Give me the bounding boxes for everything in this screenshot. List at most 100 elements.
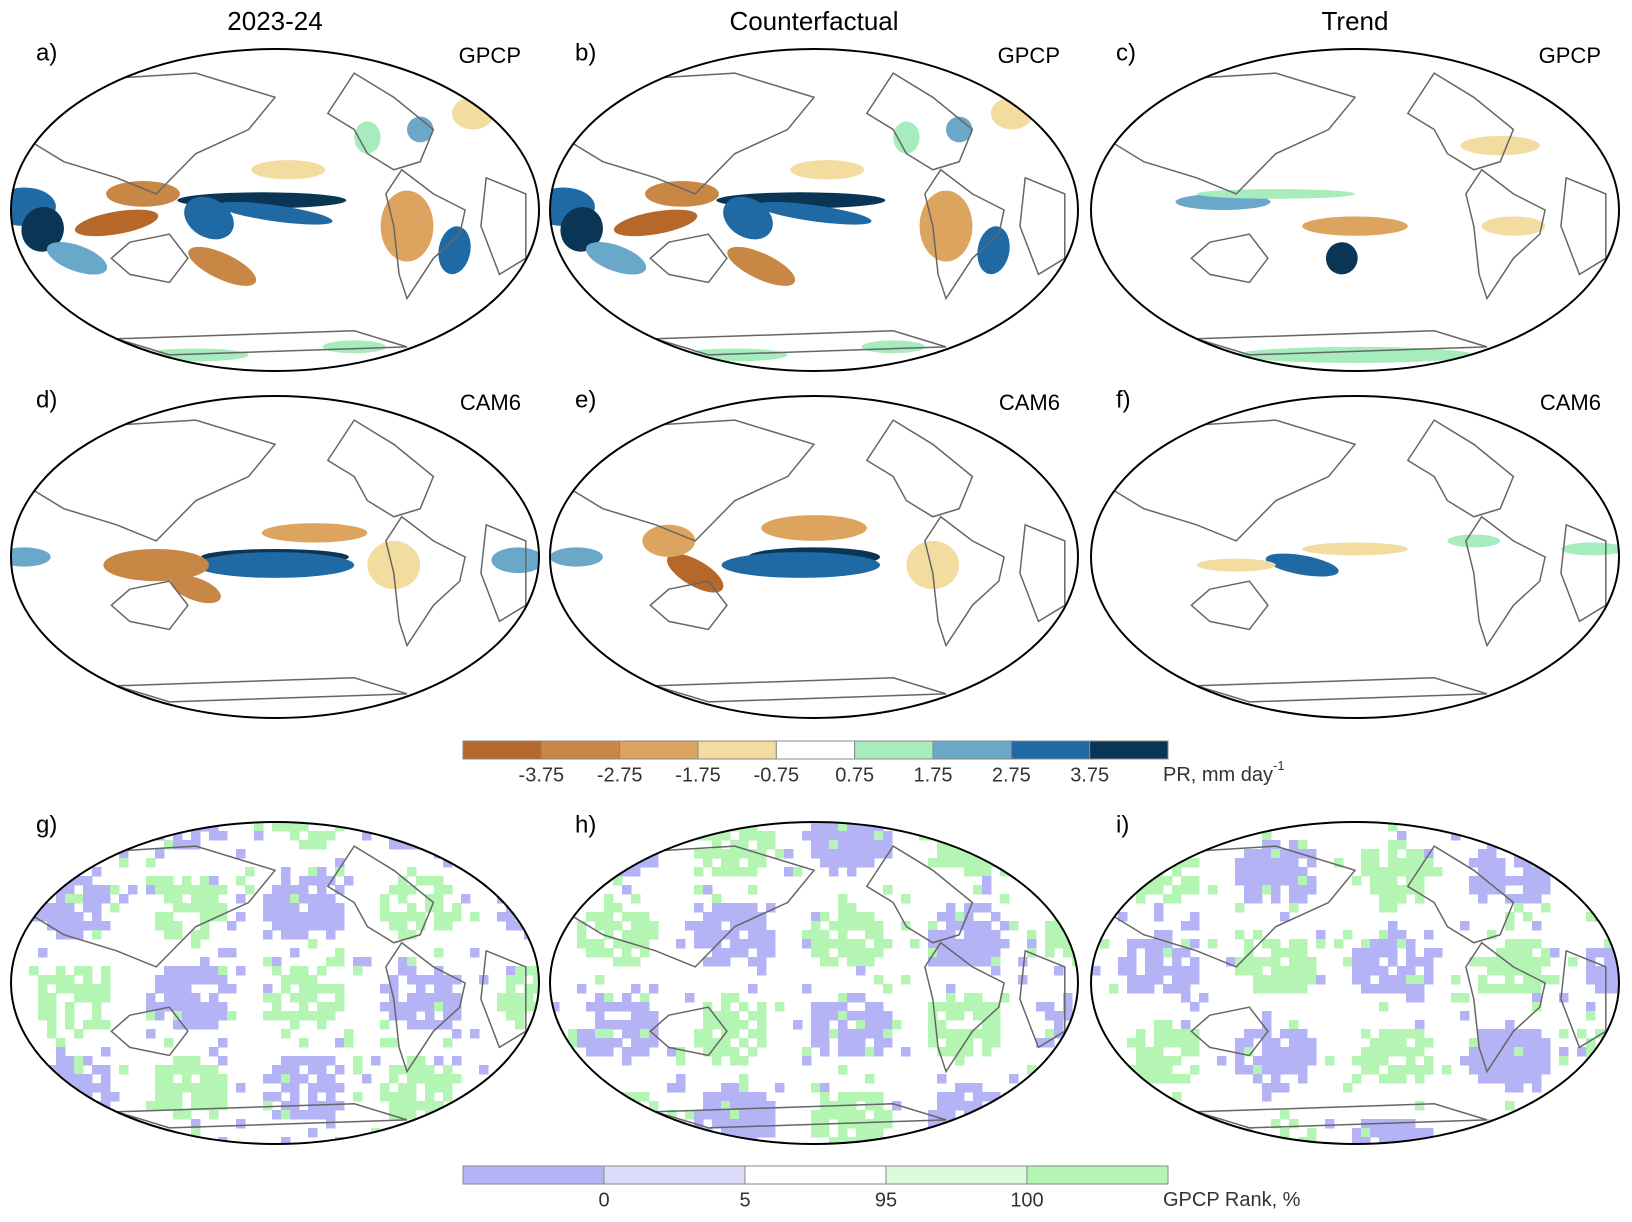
rank-cell <box>1136 1056 1146 1066</box>
rank-cell <box>955 1002 965 1012</box>
rank-cell <box>730 1056 740 1066</box>
rank-cell <box>146 1011 156 1021</box>
rank-cell <box>1586 876 1596 886</box>
rank-cell <box>1289 966 1299 976</box>
rank-cell <box>1496 1137 1506 1144</box>
rank-cell <box>1514 966 1524 976</box>
rank-cell <box>74 1029 84 1039</box>
rank-cell <box>326 1002 336 1012</box>
rank-cell <box>1163 858 1173 868</box>
rank-cell <box>164 984 174 994</box>
rank-cell <box>559 1092 569 1102</box>
rank-cell <box>101 1083 111 1093</box>
colorbar-swatch <box>854 740 934 760</box>
rank-cell <box>1100 822 1110 832</box>
rank-cell <box>1469 1038 1479 1048</box>
coastline <box>1465 168 1546 301</box>
rank-cell <box>533 1074 539 1084</box>
rank-cell <box>973 867 983 877</box>
rank-cell <box>946 831 956 841</box>
rank-cell <box>308 1083 318 1093</box>
rank-cell <box>308 921 318 931</box>
rank-cell <box>1072 1119 1078 1129</box>
rank-cell <box>164 993 174 1003</box>
rank-cell <box>1045 948 1055 958</box>
rank-cell <box>497 912 507 922</box>
rank-cell <box>1235 1065 1245 1075</box>
rank-cell <box>155 921 165 931</box>
rank-cell <box>739 1128 749 1138</box>
rank-cell <box>712 1047 722 1057</box>
rank-cell <box>524 876 534 886</box>
rank-cell <box>56 930 66 940</box>
rank-cell <box>1145 867 1155 877</box>
rank-cell <box>937 957 947 967</box>
map-panel: h) <box>549 811 1079 1145</box>
rank-cell <box>910 939 920 949</box>
rank-cell <box>1018 867 1028 877</box>
rank-cell <box>811 1038 821 1048</box>
rank-cell <box>1172 984 1182 994</box>
rank-cell <box>1262 939 1272 949</box>
rank-cell <box>955 858 965 868</box>
rank-cell <box>676 1074 686 1084</box>
rank-cell <box>1163 1029 1173 1039</box>
rank-cell <box>1063 1128 1073 1138</box>
rank-cell <box>712 948 722 958</box>
rank-cell <box>1415 1065 1425 1075</box>
rank-cell <box>676 1056 686 1066</box>
rank-cell <box>730 849 740 859</box>
rank-cell <box>982 1092 992 1102</box>
rank-cell <box>1415 885 1425 895</box>
rank-cell <box>928 1038 938 1048</box>
rank-cell <box>65 1002 75 1012</box>
rank-cell <box>1298 885 1308 895</box>
rank-cell <box>443 1038 453 1048</box>
rank-cell <box>1036 1002 1046 1012</box>
rank-cell <box>1190 912 1200 922</box>
rank-cell <box>721 1137 731 1144</box>
rank-cell <box>317 840 327 850</box>
rank-cell <box>182 984 192 994</box>
rank-cell <box>1063 1137 1073 1144</box>
rank-cell <box>470 1029 480 1039</box>
rank-cell <box>577 1110 587 1120</box>
rank-cell <box>56 1110 66 1120</box>
rank-cell <box>847 1038 857 1048</box>
rank-cell <box>694 867 704 877</box>
rank-cell <box>712 1101 722 1111</box>
rank-cell <box>200 930 210 940</box>
rank-cell <box>47 1020 57 1030</box>
rank-cell <box>595 1011 605 1021</box>
rank-cell <box>38 948 48 958</box>
rank-cell <box>712 1092 722 1102</box>
rank-cell <box>1262 1092 1272 1102</box>
rank-cell <box>1388 939 1398 949</box>
rank-cell <box>847 840 857 850</box>
rank-cell <box>506 1110 516 1120</box>
rank-cell <box>829 867 839 877</box>
rank-cell <box>937 1092 947 1102</box>
rank-cell <box>533 912 539 922</box>
map-panel: a) GPCP <box>10 39 540 372</box>
rank-cell <box>1604 1065 1614 1075</box>
rank-cell <box>407 912 417 922</box>
coastline <box>1091 72 1357 195</box>
rank-cell <box>712 930 722 940</box>
rank-cell <box>1036 885 1046 895</box>
rank-cell <box>398 1083 408 1093</box>
rank-cell <box>1271 966 1281 976</box>
rank-cell <box>1307 876 1317 886</box>
rank-cell <box>1613 1038 1619 1048</box>
rank-cell <box>1361 1065 1371 1075</box>
rank-cell <box>604 1128 614 1138</box>
rank-cell <box>1532 1038 1542 1048</box>
rank-cell <box>389 912 399 922</box>
rank-cell <box>1523 1029 1533 1039</box>
rank-cell <box>1253 858 1263 868</box>
rank-cell <box>1325 1119 1335 1129</box>
rank-cell <box>604 903 614 913</box>
rank-cell <box>1136 1119 1146 1129</box>
colorbar-swatch <box>775 740 856 760</box>
rank-cell <box>1379 930 1389 940</box>
